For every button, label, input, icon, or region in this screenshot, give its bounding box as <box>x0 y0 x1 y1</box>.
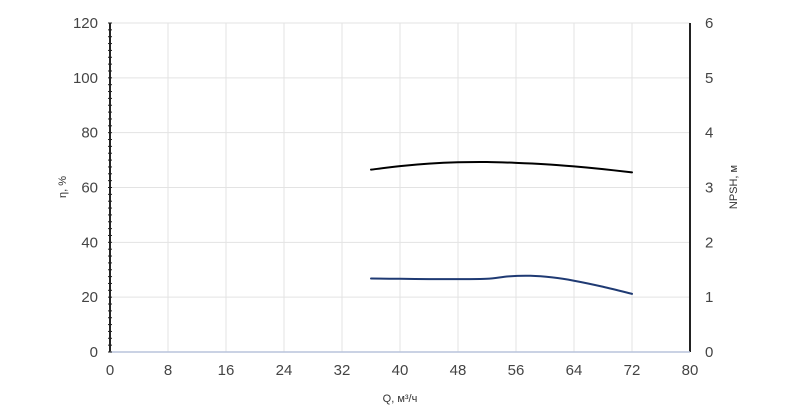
npsh-curve <box>370 274 633 295</box>
y2-tick-label: 3 <box>705 180 713 197</box>
y2-tick-label: 4 <box>705 125 713 142</box>
x-tick-label: 0 <box>106 362 114 379</box>
y-tick-label: 20 <box>81 289 98 306</box>
y2-tick-label: 6 <box>705 15 713 32</box>
y2-tick-label: 2 <box>705 234 713 251</box>
y-tick-label: 120 <box>73 15 98 32</box>
x-axis-title: Q, м³/ч <box>383 393 418 405</box>
x-tick-label: 40 <box>392 362 409 379</box>
y2-tick-label: 0 <box>705 344 713 361</box>
tick-labels: 0 8 16 24 32 40 48 56 64 72 8002040608010012001234… <box>73 15 713 379</box>
x-tick-label: 16 <box>218 362 235 379</box>
grid <box>109 22 691 353</box>
x-tick-label: 32 <box>334 362 351 379</box>
x-tick-label: 24 <box>276 362 293 379</box>
axes <box>108 22 691 353</box>
y-tick-label: 60 <box>81 180 98 197</box>
y-tick-label: 40 <box>81 234 98 251</box>
y-tick-label: 80 <box>81 125 98 142</box>
x-tick-label: 56 <box>508 362 525 379</box>
y-tick-label: 100 <box>73 70 98 87</box>
x-tick-label: 48 <box>450 362 467 379</box>
y2-tick-label: 1 <box>705 289 713 306</box>
x-tick-label: 64 <box>566 362 583 379</box>
y-axis-title: η, % <box>57 176 69 198</box>
y2-axis-title: NPSH, м <box>728 165 740 209</box>
x-tick-label: 8 <box>164 362 172 379</box>
x-tick-label: 72 <box>624 362 641 379</box>
x-tick-label: 80 <box>682 362 699 379</box>
y-tick-label: 0 <box>90 344 98 361</box>
y2-tick-label: 5 <box>705 70 713 87</box>
series-lines <box>370 160 633 295</box>
efficiency-curve <box>370 160 633 174</box>
